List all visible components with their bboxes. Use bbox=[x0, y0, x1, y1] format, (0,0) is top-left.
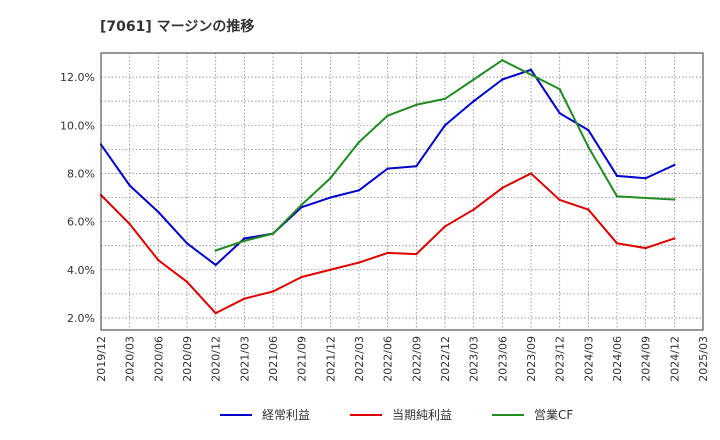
data-point bbox=[128, 222, 131, 226]
data-point bbox=[615, 195, 619, 198]
data-point bbox=[185, 280, 189, 284]
x-tick-label: 2020/03 bbox=[124, 336, 137, 382]
data-point bbox=[558, 198, 561, 202]
data-point bbox=[415, 165, 418, 168]
data-point bbox=[386, 251, 389, 255]
x-tick-label: 2022/09 bbox=[410, 336, 423, 382]
x-tick-label: 2023/06 bbox=[496, 336, 509, 382]
x-tick-label: 2021/03 bbox=[238, 336, 251, 382]
y-tick-label: 2.0% bbox=[67, 312, 95, 325]
legend: 経常利益 当期純利益 営業CF bbox=[220, 408, 573, 422]
x-tick-label: 2025/03 bbox=[697, 336, 710, 382]
data-point bbox=[271, 290, 275, 293]
data-point bbox=[415, 252, 418, 256]
data-point bbox=[615, 174, 619, 178]
data-point bbox=[357, 189, 361, 192]
data-point bbox=[587, 128, 590, 132]
data-point bbox=[243, 239, 246, 243]
x-tick-label: 2021/09 bbox=[296, 336, 309, 382]
data-point bbox=[529, 172, 533, 175]
x-tick-label: 2020/12 bbox=[210, 336, 223, 382]
x-tick-label: 2020/09 bbox=[181, 336, 194, 382]
legend-label: 当期純利益 bbox=[392, 408, 452, 422]
x-tick-label: 2024/12 bbox=[668, 336, 681, 382]
x-tick-label: 2023/03 bbox=[468, 336, 481, 382]
data-point bbox=[615, 242, 619, 245]
data-point bbox=[214, 263, 217, 267]
data-point bbox=[185, 242, 189, 245]
data-point bbox=[501, 186, 504, 190]
data-point bbox=[329, 177, 332, 180]
data-point bbox=[443, 97, 447, 100]
data-point bbox=[587, 145, 590, 149]
legend-label: 営業CF bbox=[534, 408, 573, 422]
data-point bbox=[329, 196, 332, 199]
x-tick-label: 2024/06 bbox=[611, 336, 624, 382]
x-tick-label: 2022/03 bbox=[353, 336, 366, 382]
data-point bbox=[472, 78, 475, 81]
x-tick-label: 2021/12 bbox=[324, 336, 337, 382]
data-point bbox=[329, 268, 332, 271]
data-point bbox=[529, 73, 533, 76]
x-tick-label: 2019/12 bbox=[95, 336, 108, 382]
x-tick-label: 2020/06 bbox=[152, 336, 165, 382]
legend-label: 経常利益 bbox=[262, 408, 310, 422]
data-point bbox=[128, 184, 131, 187]
data-point bbox=[386, 114, 389, 117]
x-axis: 2019/12 2020/03 2020/06 2020/09 2020/12 2021/… bbox=[95, 336, 710, 382]
data-point bbox=[644, 196, 647, 200]
x-tick-label: 2024/09 bbox=[640, 336, 653, 382]
y-tick-label: 6.0% bbox=[67, 216, 95, 229]
data-point bbox=[558, 112, 561, 115]
data-point bbox=[300, 203, 303, 206]
y-tick-label: 4.0% bbox=[67, 264, 95, 277]
data-point bbox=[357, 261, 361, 264]
data-point bbox=[644, 177, 647, 180]
series-lines bbox=[99, 59, 676, 315]
data-point bbox=[673, 198, 676, 201]
data-point bbox=[587, 208, 590, 211]
y-axis: 2.0% 4.0% 6.0% 8.0% 10.0% 12.0% bbox=[60, 71, 95, 325]
data-point bbox=[472, 99, 475, 103]
data-point bbox=[644, 246, 647, 250]
x-tick-label: 2024/03 bbox=[582, 336, 595, 382]
data-point bbox=[157, 258, 160, 262]
x-tick-label: 2021/06 bbox=[267, 336, 280, 382]
data-point bbox=[243, 297, 246, 300]
y-tick-label: 8.0% bbox=[67, 167, 95, 180]
data-point bbox=[157, 210, 160, 214]
y-tick-label: 10.0% bbox=[60, 119, 95, 132]
data-point bbox=[415, 103, 418, 106]
data-point bbox=[673, 237, 676, 240]
data-point bbox=[472, 208, 475, 211]
data-point bbox=[558, 87, 561, 91]
grid bbox=[101, 53, 703, 330]
x-tick-label: 2022/12 bbox=[439, 336, 452, 382]
data-point bbox=[673, 163, 676, 167]
data-point bbox=[214, 311, 217, 315]
x-tick-label: 2022/06 bbox=[382, 336, 395, 382]
data-point bbox=[214, 249, 217, 252]
chart-title: [7061] マージンの推移 bbox=[100, 18, 254, 35]
data-point bbox=[501, 59, 504, 62]
data-point bbox=[300, 275, 303, 279]
data-point bbox=[243, 237, 246, 240]
data-point bbox=[529, 68, 533, 72]
x-tick-label: 2023/12 bbox=[554, 336, 567, 382]
plot-frame bbox=[100, 52, 704, 331]
y-tick-label: 12.0% bbox=[60, 71, 95, 84]
data-point bbox=[443, 124, 447, 127]
data-point bbox=[271, 232, 275, 235]
data-point bbox=[501, 78, 504, 81]
data-point bbox=[357, 140, 361, 144]
x-tick-label: 2023/09 bbox=[525, 336, 538, 382]
data-point bbox=[386, 167, 389, 170]
data-point bbox=[443, 225, 447, 228]
